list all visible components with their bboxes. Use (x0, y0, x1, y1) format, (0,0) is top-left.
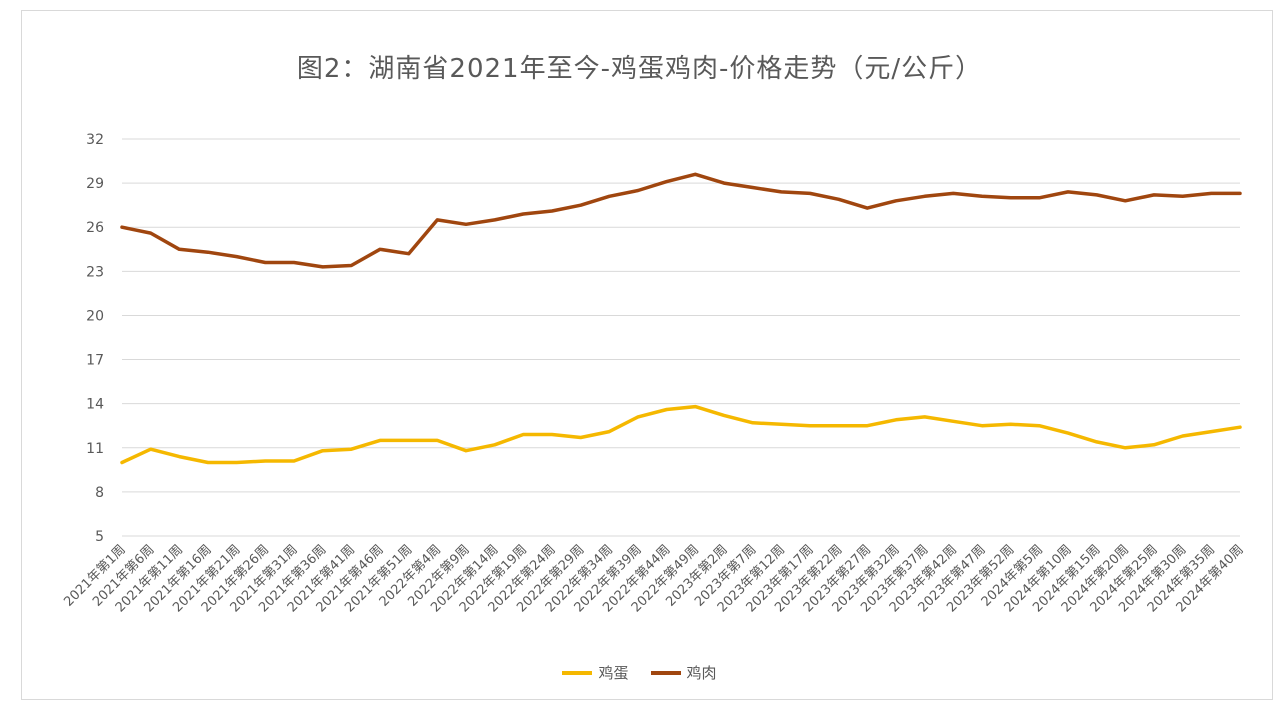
legend-swatch-chicken (650, 670, 681, 675)
legend-swatch-egg (562, 670, 593, 675)
legend: 鸡蛋 鸡肉 (0, 662, 1279, 683)
legend-item-egg: 鸡蛋 (562, 662, 629, 683)
y-tick-label: 32 (86, 132, 104, 148)
y-tick-label: 26 (86, 220, 104, 236)
y-tick-label: 8 (95, 485, 104, 501)
y-tick-label: 20 (86, 308, 104, 324)
chart-title: 图2：湖南省2021年至今-鸡蛋鸡肉-价格走势（元/公斤） (296, 54, 983, 84)
y-tick-label: 17 (86, 353, 104, 369)
series-line-egg (120, 404, 1242, 465)
y-tick-label: 5 (95, 529, 104, 545)
y-tick-label: 29 (86, 176, 104, 192)
series-line-chicken (120, 172, 1242, 269)
legend-label-chicken: 鸡肉 (686, 664, 717, 682)
y-tick-label: 23 (86, 264, 104, 280)
y-tick-label: 11 (86, 441, 104, 457)
y-tick-label: 14 (86, 397, 104, 413)
legend-label-egg: 鸡蛋 (598, 664, 629, 682)
chart-frame (21, 10, 1273, 700)
legend-item-chicken: 鸡肉 (650, 662, 717, 683)
